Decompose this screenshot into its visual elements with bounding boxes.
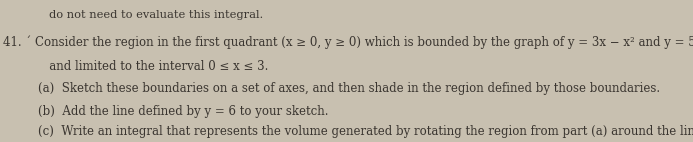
Text: and limited to the interval 0 ≤ x ≤ 3.: and limited to the interval 0 ≤ x ≤ 3. xyxy=(38,60,268,73)
Text: (c)  Write an integral that represents the volume generated by rotating the regi: (c) Write an integral that represents th… xyxy=(38,125,693,138)
Text: (b)  Add the line defined by y = 6 to your sketch.: (b) Add the line defined by y = 6 to you… xyxy=(38,105,328,118)
Text: do not need to evaluate this integral.: do not need to evaluate this integral. xyxy=(49,10,263,20)
Text: 41. ´ Consider the region in the first quadrant (x ≥ 0, y ≥ 0) which is bounded : 41. ´ Consider the region in the first q… xyxy=(3,36,693,49)
Text: (a)  Sketch these boundaries on a set of axes, and then shade in the region defi: (a) Sketch these boundaries on a set of … xyxy=(38,82,660,95)
